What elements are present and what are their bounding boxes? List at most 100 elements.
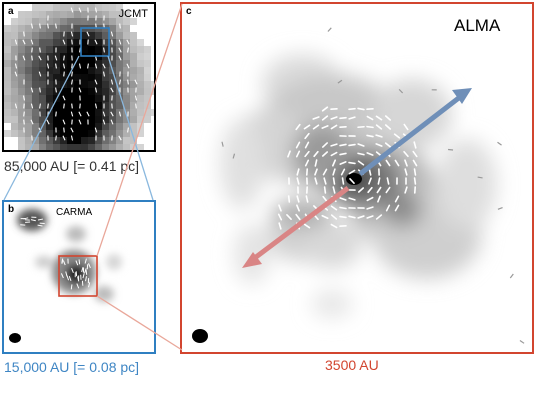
- jcmt-pixel: [81, 60, 88, 67]
- jcmt-vector: [63, 55, 65, 61]
- jcmt-pixel: [46, 123, 53, 130]
- alma-vector: [404, 168, 408, 176]
- jcmt-pixel: [60, 81, 67, 88]
- alma-vector: [348, 107, 356, 111]
- jcmt-pixel: [88, 123, 95, 130]
- jcmt-pixel: [46, 144, 53, 150]
- jcmt-pixel: [74, 137, 81, 144]
- jcmt-pixel: [53, 4, 60, 11]
- jcmt-pixel: [11, 60, 18, 67]
- jcmt-pixel: [39, 116, 46, 123]
- alma-vector: [412, 150, 418, 158]
- jcmt-pixel: [32, 18, 39, 25]
- jcmt-pixel: [46, 18, 53, 25]
- alma-vector: [312, 124, 320, 130]
- jcmt-pixel: [81, 18, 88, 25]
- jcmt-pixel: [32, 11, 39, 18]
- alma-vector: [366, 115, 374, 121]
- jcmt-pixel: [74, 32, 81, 39]
- jcmt-vector: [30, 39, 34, 45]
- jcmt-pixel: [102, 102, 109, 109]
- carma-vector: [68, 276, 72, 282]
- jcmt-pixel: [116, 144, 123, 150]
- jcmt-pixel: [123, 102, 130, 109]
- jcmt-pixel: [144, 81, 151, 88]
- jcmt-pixel: [137, 95, 144, 102]
- jcmt-pixel: [46, 130, 53, 137]
- carma-vector: [61, 258, 64, 264]
- jcmt-pixel: [95, 116, 102, 123]
- jcmt-pixel: [25, 109, 32, 116]
- panel-letter-c: c: [186, 6, 192, 17]
- jcmt-vector: [39, 23, 41, 29]
- jcmt-pixel: [102, 18, 109, 25]
- jcmt-pixel: [81, 137, 88, 144]
- jcmt-pixel: [102, 74, 109, 81]
- jcmt-pixel: [39, 4, 46, 11]
- alma-vector: [277, 213, 283, 221]
- alma-blob: [437, 139, 497, 229]
- alma-vector: [377, 195, 381, 203]
- alma-vector: [321, 115, 329, 121]
- jcmt-pixel: [88, 60, 95, 67]
- jcmt-pixel: [102, 81, 109, 88]
- alma-vector: [366, 206, 374, 210]
- jcmt-pixel: [81, 81, 88, 88]
- alma-vector: [330, 124, 338, 130]
- alma-vector: [368, 177, 372, 185]
- jcmt-pixel: [18, 88, 25, 95]
- jcmt-pixel: [123, 25, 130, 32]
- jcmt-pixel: [18, 25, 25, 32]
- alma-vector: [287, 150, 291, 158]
- jcmt-pixel: [11, 116, 18, 123]
- alma-vector: [314, 168, 318, 176]
- alma-vector: [287, 195, 291, 203]
- carma-vector: [23, 217, 29, 220]
- alma-vector: [348, 197, 356, 201]
- jcmt-pixel: [25, 123, 32, 130]
- jcmt-vector: [23, 31, 25, 37]
- jcmt-pixel: [81, 123, 88, 130]
- jcmt-pixel: [88, 74, 95, 81]
- carma-vector: [84, 268, 87, 274]
- jcmt-pixel: [123, 74, 130, 81]
- alma-vector: [357, 107, 365, 111]
- jcmt-vector: [70, 31, 74, 37]
- jcmt-pixel: [109, 11, 116, 18]
- jcmt-pixel: [81, 32, 88, 39]
- carma-vector: [88, 263, 91, 269]
- jcmt-pixel: [88, 116, 95, 123]
- jcmt-pixel: [95, 144, 102, 150]
- jcmt-pixel: [102, 67, 109, 74]
- jcmt-pixel: [123, 137, 130, 144]
- alma-vector: [295, 150, 301, 158]
- alma-vector: [296, 177, 300, 185]
- jcmt-pixel: [4, 116, 11, 123]
- jcmt-pixel: [4, 109, 11, 116]
- alma-vector: [321, 151, 329, 157]
- jcmt-pixel: [11, 46, 18, 53]
- jcmt-pixel: [123, 32, 130, 39]
- jcmt-pixel: [130, 74, 137, 81]
- alma-vector: [303, 223, 311, 229]
- telescope-label-alma: ALMA: [454, 16, 501, 35]
- jcmt-pixel: [130, 137, 137, 144]
- jcmt-pixel: [74, 39, 81, 46]
- alma-vector: [295, 213, 301, 221]
- alma-vector: [386, 177, 390, 185]
- jcmt-vector: [71, 39, 73, 45]
- jcmt-pixel: [88, 11, 95, 18]
- jcmt-pixel: [102, 60, 109, 67]
- jcmt-pixel: [60, 144, 67, 150]
- alma-vector: [403, 150, 409, 158]
- jcmt-pixel: [46, 67, 53, 74]
- jcmt-pixel: [53, 25, 60, 32]
- jcmt-pixel: [116, 32, 123, 39]
- jcmt-pixel: [144, 88, 151, 95]
- alma-vector: [278, 222, 282, 230]
- alma-vector: [303, 124, 311, 130]
- alma-vector: [393, 133, 401, 139]
- alma-vector: [377, 177, 381, 185]
- jcmt-pixel: [88, 88, 95, 95]
- jcmt-pixel: [130, 39, 137, 46]
